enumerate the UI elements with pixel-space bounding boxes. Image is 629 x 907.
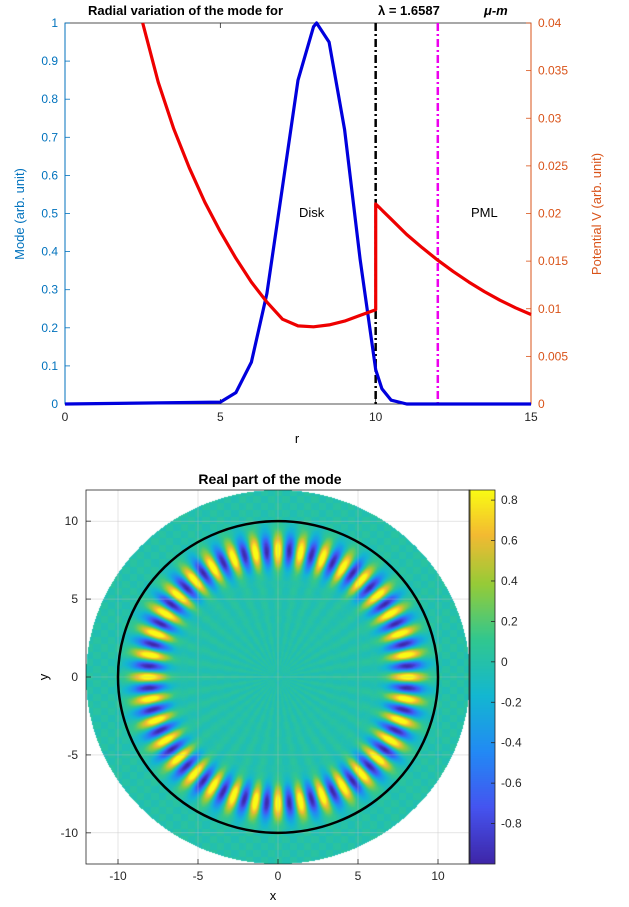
radial-mode-chart: 0 5 10 1500.10.20.30.40.50.60.70.80.9100.00… bbox=[12, 3, 604, 446]
chart-title-text: Radial variation of the mode for bbox=[88, 3, 283, 18]
heatmap-y-label: y bbox=[36, 673, 51, 680]
y-left-tick-label: 1 bbox=[51, 16, 58, 30]
y-left-tick-label: 0.9 bbox=[41, 54, 58, 68]
y-right-tick-label: 0.025 bbox=[538, 159, 568, 173]
heatmap-x-tick-label: 5 bbox=[355, 869, 362, 883]
heatmap-x-label: x bbox=[270, 888, 277, 903]
heatmap-y-tick-label: 0 bbox=[71, 670, 78, 684]
y-left-tick-label: 0 bbox=[51, 397, 58, 411]
annotation-pml: PML bbox=[471, 205, 498, 220]
y-right-tick-label: 0.035 bbox=[538, 64, 568, 78]
y-right-tick-label: 0.04 bbox=[538, 16, 562, 30]
annotation-disk: Disk bbox=[299, 205, 325, 220]
y-right-tick-label: 0 bbox=[538, 397, 545, 411]
heatmap-title: Real part of the mode bbox=[120, 471, 420, 489]
heatmap-title-text: Real part of the mode bbox=[198, 471, 342, 487]
y-right-tick-label: 0.02 bbox=[538, 207, 562, 221]
radial-series-layer bbox=[64, 21, 532, 406]
potential-line bbox=[141, 22, 532, 329]
radial-plot-area: 0 5 10 1500.10.20.30.40.50.60.70.80.9100.00… bbox=[41, 16, 568, 424]
heatmap-y-tick-label: 10 bbox=[65, 514, 79, 528]
colorbar-tick-label: -0.6 bbox=[501, 776, 522, 790]
heatmap-y-tick-label: -5 bbox=[67, 748, 78, 762]
y-left-tick-label: 0.6 bbox=[41, 168, 58, 182]
heatmap-x-tick-label: -5 bbox=[193, 869, 204, 883]
y-left-tick-label: 0.5 bbox=[41, 207, 58, 221]
y-left-tick-label: 0.3 bbox=[41, 283, 58, 297]
y-left-tick-label: 0.2 bbox=[41, 321, 58, 335]
y-axis-right-label: Potential V (arb. unit) bbox=[589, 153, 604, 275]
y-left-tick-label: 0.4 bbox=[41, 245, 58, 259]
heatmap-x-tick-label: 0 bbox=[275, 869, 282, 883]
colorbar-tick-label: 0.8 bbox=[501, 493, 518, 507]
x-tick-label: 0 bbox=[62, 410, 69, 424]
heatmap-x-tick-label: -10 bbox=[109, 869, 127, 883]
colorbar-canvas bbox=[469, 490, 495, 864]
colorbar-tick-label: -0.2 bbox=[501, 695, 522, 709]
colorbar-tick-label: -0.8 bbox=[501, 817, 522, 831]
x-tick-label: 15 bbox=[524, 410, 538, 424]
y-left-tick-label: 0.8 bbox=[41, 92, 58, 106]
mode-profile-line bbox=[64, 21, 531, 406]
y-left-tick-label: 0.1 bbox=[41, 359, 58, 373]
y-right-tick-label: 0.015 bbox=[538, 254, 568, 268]
x-axis-label: r bbox=[295, 431, 300, 446]
x-tick-label: 5 bbox=[217, 410, 224, 424]
y-right-tick-label: 0.005 bbox=[538, 349, 568, 363]
colorbar-tick-label: 0.6 bbox=[501, 534, 518, 548]
heatmap-y-tick-label: -10 bbox=[61, 826, 79, 840]
y-axis-left-label: Mode (arb. unit) bbox=[12, 168, 27, 260]
heatmap-y-tick-label: 5 bbox=[71, 592, 78, 606]
y-right-tick-label: 0.01 bbox=[538, 302, 562, 316]
colorbar-tick-label: -0.4 bbox=[501, 736, 522, 750]
colorbar-tick-label: 0.2 bbox=[501, 614, 518, 628]
colorbar-tick-label: 0 bbox=[501, 655, 508, 669]
colorbar-tick-label: 0.4 bbox=[501, 574, 518, 588]
x-tick-label: 10 bbox=[369, 410, 383, 424]
chart-title-lambda: λ = 1.6587 bbox=[378, 3, 440, 18]
chart-title-unit: μ-m bbox=[483, 3, 508, 18]
y-right-tick-label: 0.03 bbox=[538, 111, 562, 125]
mode-heatmap-canvas bbox=[86, 490, 470, 864]
y-left-tick-label: 0.7 bbox=[41, 130, 58, 144]
heatmap-x-tick-label: 10 bbox=[431, 869, 445, 883]
